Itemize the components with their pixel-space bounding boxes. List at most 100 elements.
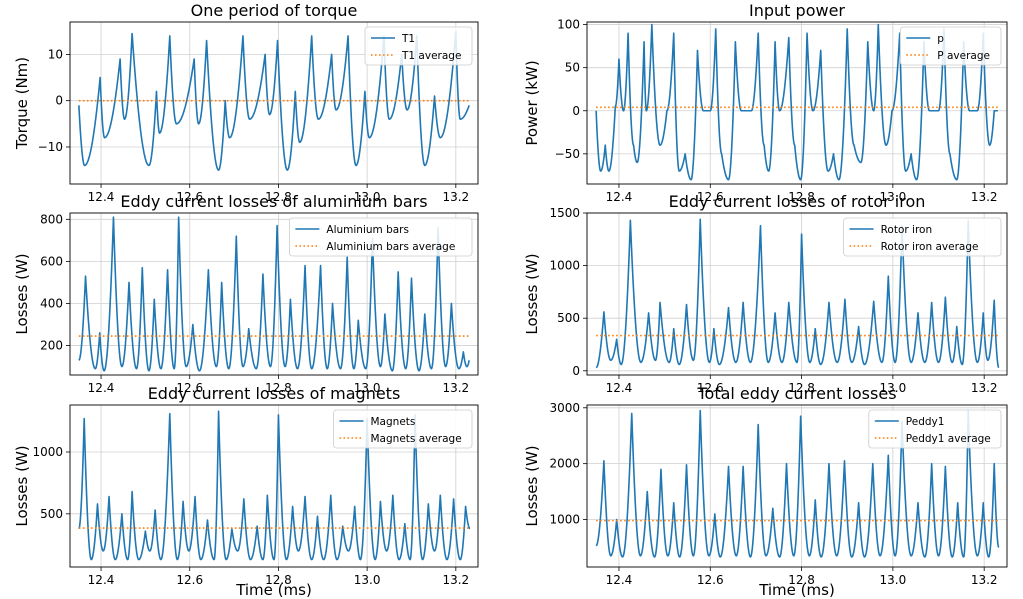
plot-title: Input power [749,1,845,20]
series-line-peddy1 [595,409,1000,558]
x-tick-label: 12.6 [697,573,724,587]
x-tick-label: 12.8 [265,573,292,587]
legend: Aluminium bars Aluminium bars average [288,217,473,257]
x-tick-label: 12.6 [176,381,203,395]
x-tick-label: 12.8 [788,190,815,204]
y-tick-label: 3000 [549,401,580,415]
series-line-p [595,23,999,181]
x-tick-label: 12.8 [788,573,815,587]
plot-frame [69,404,479,568]
x-tick-label: 12.6 [176,573,203,587]
legend-entry-average: Aluminium bars average [326,241,455,253]
y-tick-label: −50 [555,147,580,161]
series-line-rotor-iron [595,218,1000,369]
plot-title: Eddy current losses of aluminium bars [120,192,427,211]
x-tick-label: 12.4 [88,573,115,587]
x-axis-label: Time (ms) [235,581,312,599]
y-tick-label: 800 [40,212,63,226]
legend-box [333,409,473,449]
x-tick-label: 12.4 [88,190,115,204]
subplot-3: 12.4 12.6 12.8 13.0 13.2 200 400 600 800 Eddy cur… [13,192,479,395]
legend: Peddy1 Peddy1 average [868,409,1002,449]
y-tick-label: 50 [565,61,580,75]
y-tick-label: 100 [557,18,580,32]
y-tick-label: 400 [40,296,63,310]
legend-entry-series: Magnets [371,416,416,428]
x-tick-label: 12.6 [176,190,203,204]
x-tick-label: 13.0 [880,190,907,204]
series-line-aluminium-bars [78,216,470,372]
legend-box [843,217,1002,257]
plot-title: One period of torque [191,1,358,20]
subplot-1: 12.4 12.6 12.8 13.0 13.2 −10 0 10 One period of … [13,1,479,204]
legend-entry-series: Aluminium bars [326,224,409,236]
plot-frame [586,21,1008,185]
legend-box [288,217,473,257]
y-tick-label: 600 [40,254,63,268]
y-axis-label: Power (kW) [523,60,541,145]
plot-frame [586,212,1008,376]
x-tick-label: 12.8 [788,381,815,395]
legend-entry-series: T1 [401,33,415,45]
y-tick-label: 200 [40,339,63,353]
x-tick-label: 13.2 [442,381,469,395]
plot-frame [69,21,479,185]
x-tick-label: 12.4 [606,381,633,395]
subplot-5: 12.4 12.6 12.8 13.0 13.2 500 1000 Eddy current … [13,384,479,599]
x-tick-label: 12.6 [697,190,724,204]
y-tick-label: −10 [38,140,63,154]
y-tick-label: 1000 [549,513,580,527]
subplot-6: 12.4 12.6 12.8 13.0 13.2 1000 2000 3000 Total ed… [523,384,1008,599]
x-tick-label: 13.0 [880,381,907,395]
x-axis-label: Time (ms) [758,581,835,599]
legend-box [899,26,1002,66]
legend: T1 T1 average [364,26,473,66]
y-tick-label: 2000 [549,457,580,471]
plot-frame [69,212,479,376]
y-axis-label: Losses (W) [13,253,31,334]
y-tick-label: 1500 [549,206,580,220]
x-tick-label: 13.0 [354,381,381,395]
legend: p P average [899,26,1002,66]
legend-entry-series: Rotor iron [881,224,933,236]
y-axis-label: Losses (W) [523,253,541,334]
legend: Magnets Magnets average [333,409,473,449]
y-tick-label: 1000 [32,445,63,459]
subplot-4: 12.4 12.6 12.8 13.0 13.2 0 500 1000 1500 Eddy cur… [523,192,1008,395]
y-tick-label: 0 [572,364,580,378]
legend-entry-average: Rotor iron average [881,241,979,253]
x-tick-label: 12.8 [265,381,292,395]
plot-title: Total eddy current losses [696,384,896,403]
series-line-t1 [78,30,470,171]
subplot-2: 12.4 12.6 12.8 13.0 13.2 −50 0 50 100 Input power… [523,1,1008,204]
plot-title: Eddy current losses of rotor iron [669,192,926,211]
y-tick-label: 10 [48,47,63,61]
x-tick-label: 13.0 [354,190,381,204]
x-tick-label: 12.4 [606,573,633,587]
legend-entry-average: P average [937,50,990,62]
legend-entry-series: p [937,33,944,45]
x-tick-label: 12.6 [697,381,724,395]
y-tick-label: 0 [572,104,580,118]
x-tick-label: 13.2 [971,381,998,395]
y-axis-label: Losses (W) [523,445,541,526]
plot-frame [586,404,1008,568]
x-tick-label: 13.0 [880,573,907,587]
legend-entry-average: T1 average [401,50,461,62]
x-tick-label: 12.8 [265,190,292,204]
plot-title: Eddy current losses of magnets [148,384,401,403]
y-axis-label: Losses (W) [13,445,31,526]
y-tick-label: 500 [557,311,580,325]
legend-box [868,409,1002,449]
x-tick-label: 12.4 [606,190,633,204]
y-tick-label: 0 [55,94,63,108]
y-axis-label: Torque (Nm) [13,57,31,150]
x-tick-label: 13.2 [442,573,469,587]
series-line-magnets [78,410,471,561]
legend-entry-series: Peddy1 [906,416,945,428]
legend: Rotor iron Rotor iron average [843,217,1002,257]
x-tick-label: 13.2 [971,190,998,204]
y-tick-label: 500 [40,507,63,521]
y-tick-label: 1000 [549,259,580,273]
